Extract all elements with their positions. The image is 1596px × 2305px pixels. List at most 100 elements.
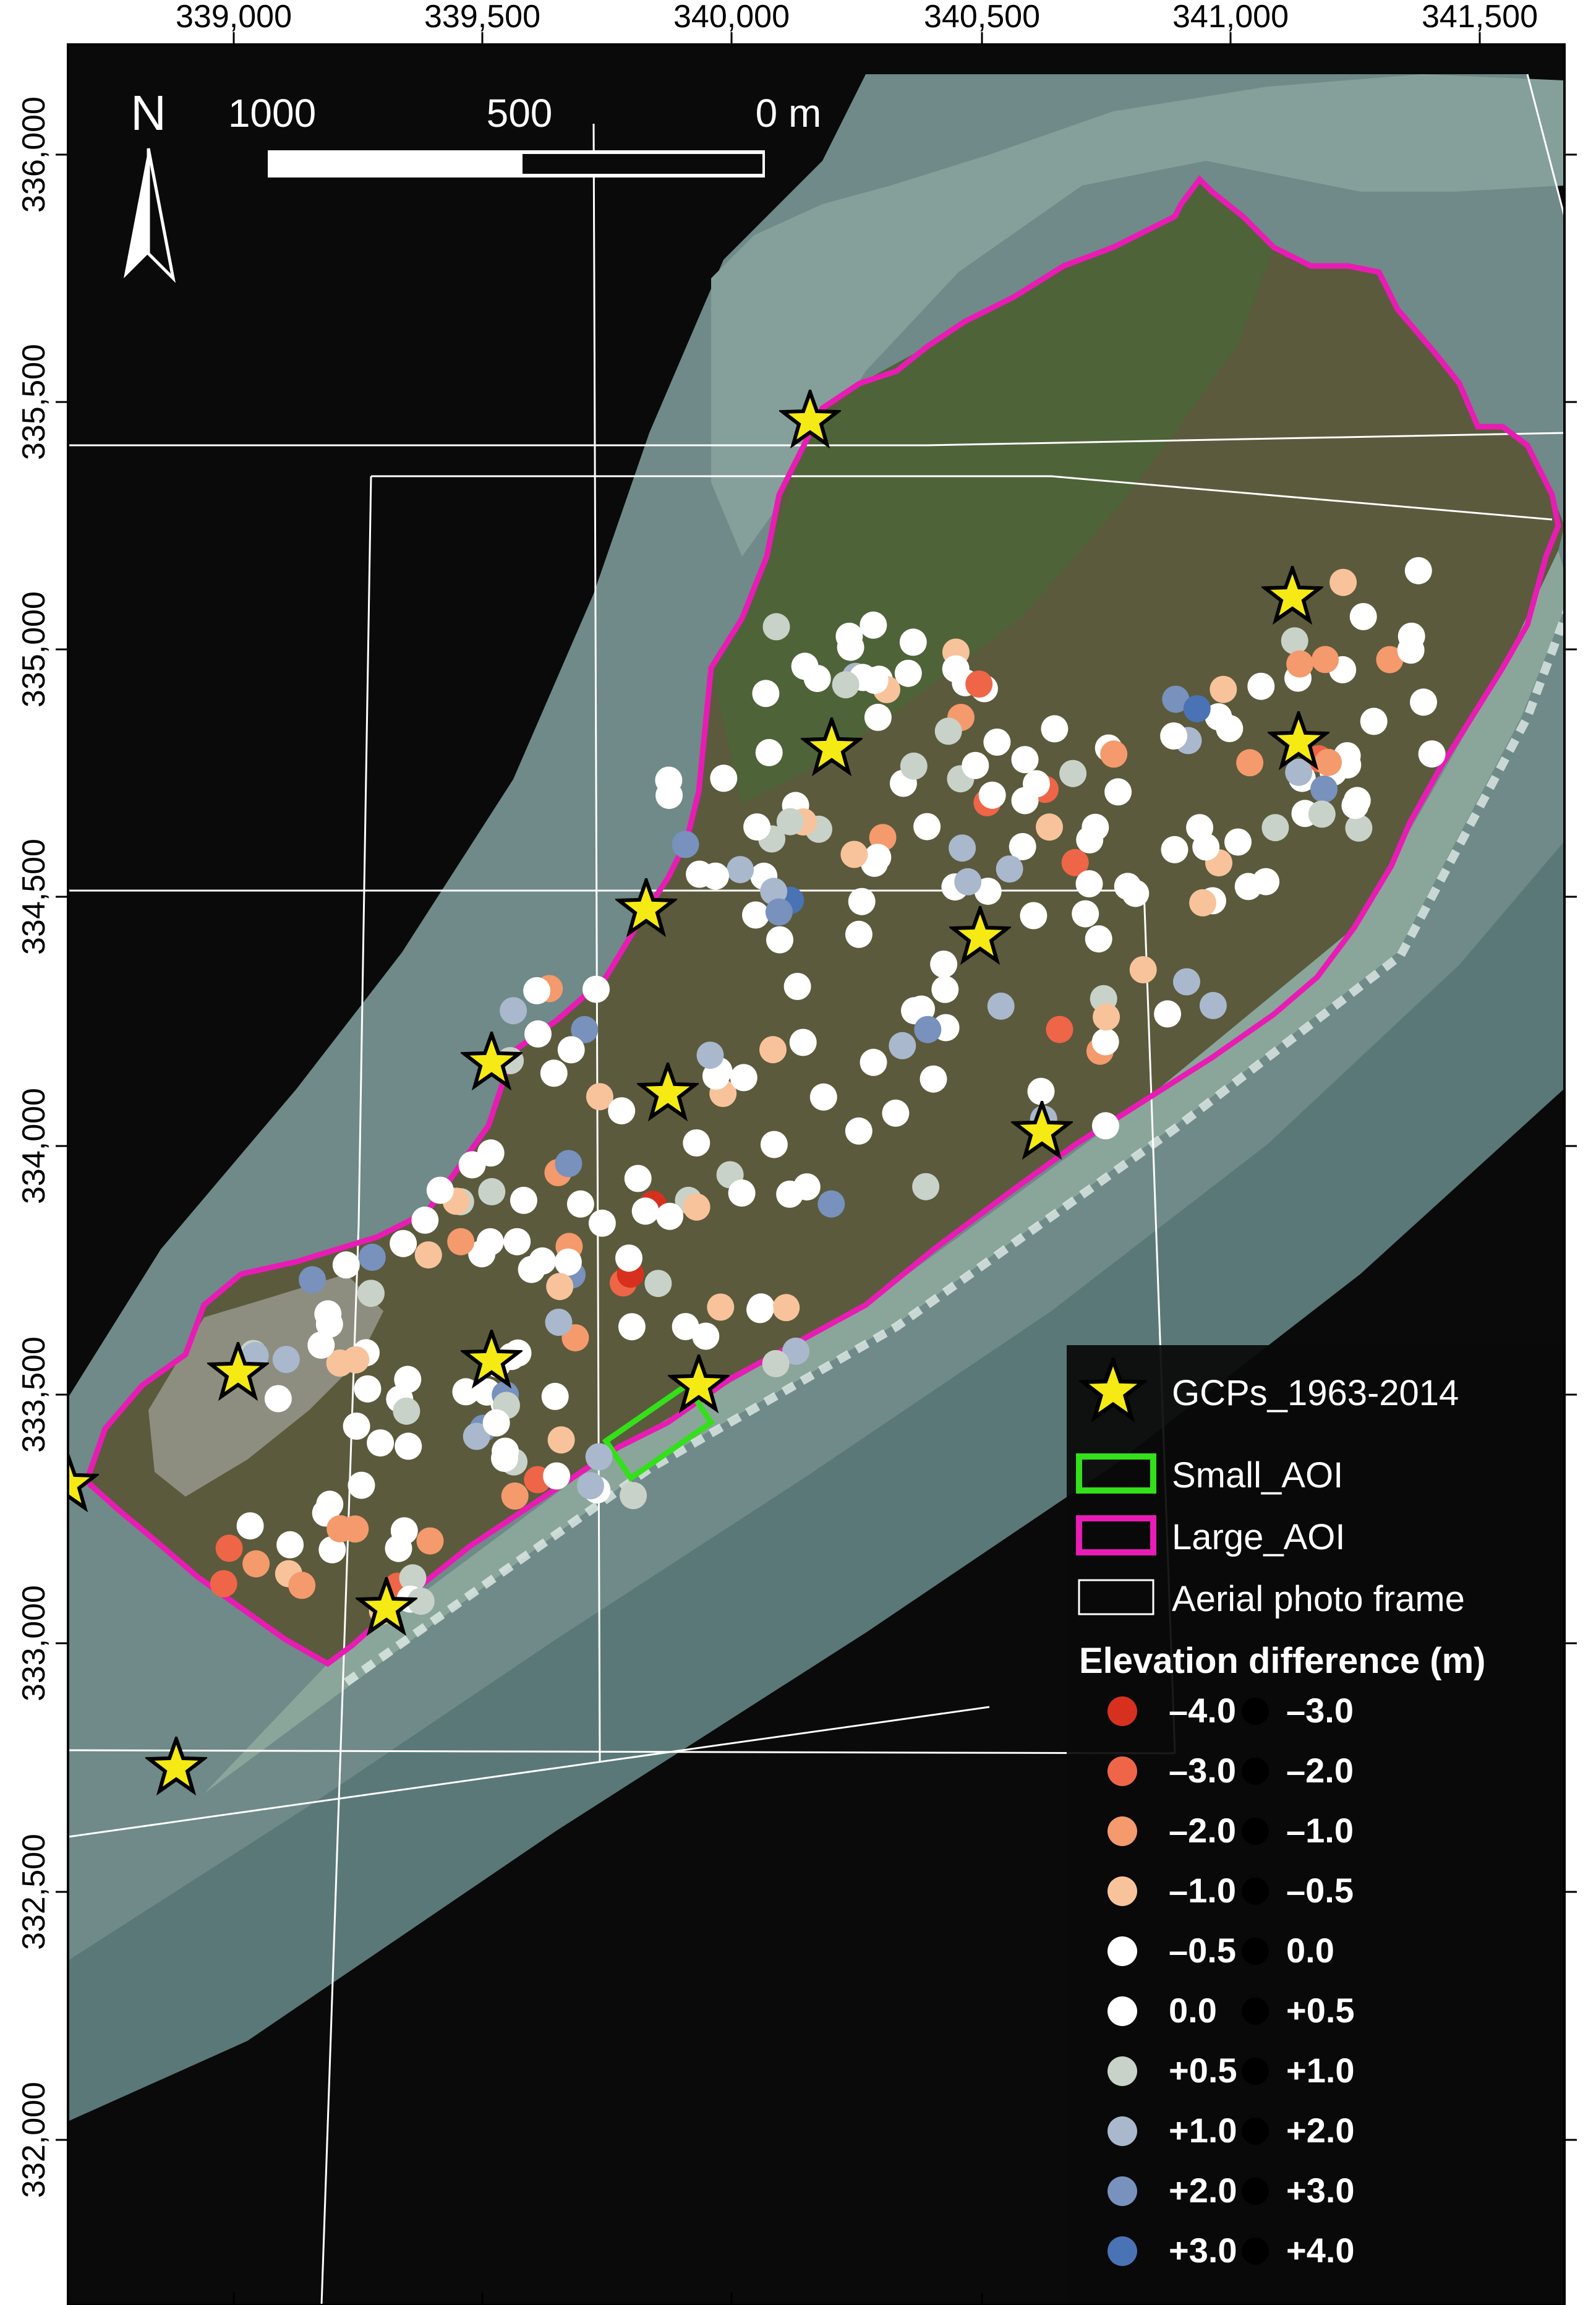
- x-tick-label: 339,000: [176, 0, 292, 35]
- elevation-point: [730, 1064, 757, 1092]
- elevation-point: [864, 703, 892, 731]
- elevation-point: [545, 1309, 573, 1336]
- elevation-point: [683, 1193, 711, 1221]
- x-tick-label: 340,000: [673, 0, 790, 35]
- legend-class-swatch: [1107, 2116, 1137, 2146]
- elevation-point: [1173, 968, 1200, 996]
- legend-class-low: +1.0: [1169, 2111, 1237, 2150]
- elevation-point: [407, 1588, 435, 1615]
- legend-class-dot: [1242, 1698, 1269, 1725]
- y-axis: 336,000 335,500 335,000 334,500 334,000 333,5…: [16, 96, 1577, 2198]
- elevation-point: [326, 1515, 354, 1542]
- legend-frame-swatch: [1078, 1579, 1154, 1615]
- elevation-point: [1023, 770, 1050, 798]
- elevation-point: [1160, 722, 1188, 750]
- elevation-point: [318, 1536, 346, 1563]
- elevation-point: [1085, 925, 1112, 953]
- north-arrow-icon: N: [124, 85, 176, 283]
- legend-class-low: –2.0: [1169, 1811, 1236, 1850]
- elevation-point: [755, 738, 783, 766]
- legend-class-swatch: [1107, 1936, 1137, 1966]
- elevation-point: [996, 855, 1023, 883]
- legend: GCPs_1963-2014 Small_AOI Large_AOI Aeria…: [1067, 1345, 1561, 2304]
- legend-class-low: –3.0: [1169, 1751, 1236, 1790]
- elevation-point: [1122, 879, 1150, 907]
- elevation-point: [482, 1409, 510, 1437]
- elevation-point: [894, 659, 922, 687]
- elevation-point: [845, 1117, 873, 1145]
- legend-class-dot: [1242, 1998, 1269, 2025]
- elevation-point: [912, 1173, 940, 1200]
- legend-class-dot: [1242, 2238, 1269, 2265]
- elevation-point: [523, 977, 551, 1004]
- elevation-point: [840, 840, 868, 868]
- elevation-point: [655, 766, 683, 794]
- elevation-point: [618, 1313, 646, 1341]
- legend-class-high: –2.0: [1286, 1751, 1354, 1790]
- surf-line: [343, 606, 1564, 1686]
- elevation-point: [845, 920, 873, 948]
- north-label: N: [130, 85, 166, 140]
- elevation-point: [760, 1131, 788, 1158]
- legend-class-low: +3.0: [1169, 2231, 1237, 2270]
- elevation-point: [620, 1482, 647, 1510]
- elevation-point: [348, 1471, 375, 1499]
- elevation-point: [791, 652, 819, 680]
- y-tick-label: 332,500: [16, 1834, 52, 1950]
- x-tick-label: 340,500: [924, 0, 1040, 35]
- elevation-point: [1247, 672, 1275, 700]
- y-tick-label: 332,000: [16, 2082, 52, 2198]
- elevation-point: [707, 1293, 735, 1321]
- legend-class-high: +2.0: [1286, 2111, 1355, 2150]
- elevation-point: [354, 1375, 382, 1403]
- elevation-point: [889, 1032, 916, 1059]
- elevation-point: [1036, 813, 1063, 841]
- elevation-point: [1041, 715, 1069, 743]
- legend-class-high: +4.0: [1286, 2231, 1355, 2270]
- legend-class-swatch: [1107, 1996, 1137, 2026]
- elevation-point: [1343, 787, 1371, 815]
- elevation-point: [1210, 675, 1237, 703]
- elevation-point: [242, 1550, 270, 1578]
- elevation-point: [411, 1206, 439, 1234]
- elevation-point: [554, 1248, 582, 1276]
- elevation-point: [861, 667, 889, 695]
- elevation-point: [1410, 688, 1437, 716]
- y-tick-label: 333,500: [16, 1336, 52, 1453]
- elevation-point: [692, 1322, 720, 1350]
- elevation-point: [1162, 685, 1190, 713]
- elevation-point: [1011, 746, 1039, 774]
- elevation-point: [702, 862, 729, 890]
- legend-class-low: –0.5: [1169, 1931, 1236, 1970]
- elevation-point: [920, 1065, 947, 1093]
- elevation-point: [1376, 646, 1404, 674]
- elevation-point: [385, 1534, 412, 1562]
- y-tick-label: 334,000: [16, 1088, 52, 1204]
- beach-strip: [204, 550, 1564, 1794]
- elevation-point: [1072, 900, 1099, 928]
- elevation-point: [644, 1270, 672, 1298]
- elevation-point: [518, 1255, 545, 1283]
- elevation-point: [1404, 557, 1432, 584]
- elevation-point: [1075, 870, 1103, 897]
- elevation-point: [393, 1397, 420, 1425]
- legend-class-dot: [1242, 1938, 1269, 1965]
- elevation-point: [710, 764, 738, 792]
- elevation-point: [367, 1429, 395, 1457]
- legend-class-dot: [1242, 2118, 1269, 2145]
- elevation-point: [1009, 832, 1036, 860]
- legend-class-high: +0.5: [1286, 1991, 1355, 2030]
- elevation-point: [357, 1280, 385, 1307]
- elevation-point: [577, 1472, 604, 1500]
- elevation-point: [1093, 1003, 1120, 1031]
- elevation-point: [476, 1228, 504, 1255]
- elevation-point: [585, 1443, 613, 1471]
- elevation-point: [817, 1190, 845, 1218]
- elevation-point: [934, 717, 962, 745]
- elevation-point: [1161, 836, 1188, 863]
- elevation-point: [1261, 814, 1289, 842]
- elevation-point: [1224, 828, 1252, 856]
- elevation-point: [316, 1490, 344, 1518]
- y-tick-label: 333,000: [16, 1585, 52, 1701]
